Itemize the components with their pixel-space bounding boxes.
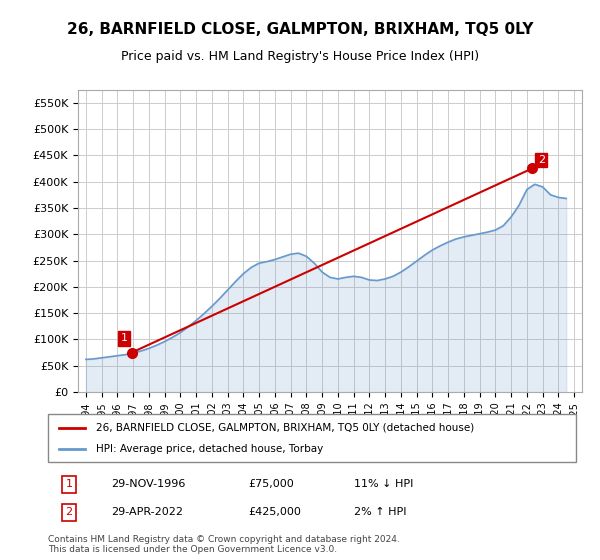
Text: 1: 1 bbox=[121, 333, 128, 343]
Text: 29-APR-2022: 29-APR-2022 bbox=[112, 507, 184, 517]
Text: 26, BARNFIELD CLOSE, GALMPTON, BRIXHAM, TQ5 0LY: 26, BARNFIELD CLOSE, GALMPTON, BRIXHAM, … bbox=[67, 22, 533, 38]
Text: 11% ↓ HPI: 11% ↓ HPI bbox=[354, 479, 413, 489]
Text: 2: 2 bbox=[538, 155, 545, 165]
Text: 29-NOV-1996: 29-NOV-1996 bbox=[112, 479, 186, 489]
Text: 2: 2 bbox=[65, 507, 73, 517]
FancyBboxPatch shape bbox=[48, 414, 576, 462]
Text: 1: 1 bbox=[65, 479, 73, 489]
Text: £75,000: £75,000 bbox=[248, 479, 295, 489]
Text: Contains HM Land Registry data © Crown copyright and database right 2024.
This d: Contains HM Land Registry data © Crown c… bbox=[48, 535, 400, 554]
Text: 26, BARNFIELD CLOSE, GALMPTON, BRIXHAM, TQ5 0LY (detached house): 26, BARNFIELD CLOSE, GALMPTON, BRIXHAM, … bbox=[95, 423, 474, 433]
Text: Price paid vs. HM Land Registry's House Price Index (HPI): Price paid vs. HM Land Registry's House … bbox=[121, 50, 479, 63]
Text: £425,000: £425,000 bbox=[248, 507, 302, 517]
Text: HPI: Average price, detached house, Torbay: HPI: Average price, detached house, Torb… bbox=[95, 444, 323, 454]
Text: 2% ↑ HPI: 2% ↑ HPI bbox=[354, 507, 407, 517]
